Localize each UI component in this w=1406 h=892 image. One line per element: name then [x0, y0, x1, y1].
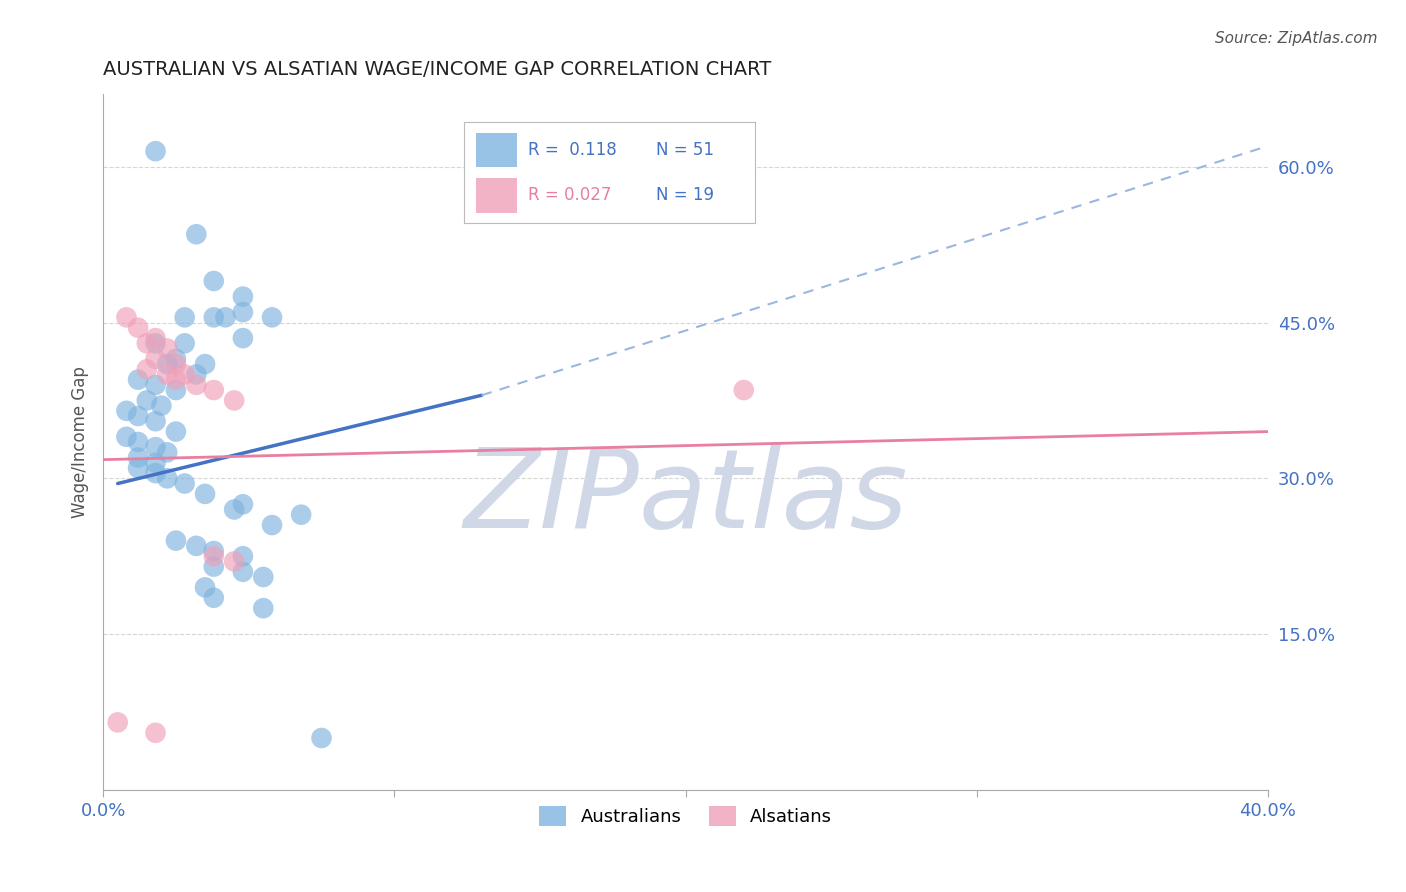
Point [115, 310, 138, 325]
Point [252, 570, 274, 584]
Point [260, 518, 283, 533]
Point [202, 383, 225, 397]
Point [145, 336, 167, 351]
Text: AUSTRALIAN VS ALSATIAN WAGE/INCOME GAP CORRELATION CHART: AUSTRALIAN VS ALSATIAN WAGE/INCOME GAP C… [103, 60, 772, 78]
Point [186, 227, 208, 242]
Point [127, 461, 149, 475]
Point [156, 471, 179, 485]
Point [145, 726, 167, 740]
Point [165, 383, 187, 397]
Point [232, 289, 254, 303]
Point [135, 362, 157, 376]
Y-axis label: Wage/Income Gap: Wage/Income Gap [72, 366, 89, 518]
Point [194, 487, 217, 501]
Point [145, 377, 167, 392]
Point [135, 393, 157, 408]
Point [173, 368, 195, 382]
Point [202, 591, 225, 605]
Point [173, 476, 195, 491]
Point [186, 368, 208, 382]
Point [202, 274, 225, 288]
Point [165, 533, 187, 548]
Point [150, 399, 173, 413]
Point [165, 373, 187, 387]
Point [127, 450, 149, 465]
Legend: Australians, Alsatians: Australians, Alsatians [531, 798, 839, 833]
Point [115, 430, 138, 444]
Point [107, 715, 129, 730]
Point [252, 601, 274, 615]
Point [145, 144, 167, 158]
Point [224, 393, 246, 408]
Point [202, 544, 225, 558]
Point [232, 497, 254, 511]
Point [173, 310, 195, 325]
Point [194, 581, 217, 595]
Point [186, 377, 208, 392]
Text: ZIPatlas: ZIPatlas [463, 444, 908, 551]
Point [165, 425, 187, 439]
Point [165, 351, 187, 366]
Point [145, 414, 167, 428]
Point [135, 336, 157, 351]
Text: Source: ZipAtlas.com: Source: ZipAtlas.com [1215, 31, 1378, 46]
Point [156, 445, 179, 459]
Point [202, 549, 225, 564]
Point [115, 404, 138, 418]
Point [232, 305, 254, 319]
Point [165, 357, 187, 371]
Point [145, 331, 167, 345]
Point [194, 357, 217, 371]
Point [145, 440, 167, 454]
Point [290, 508, 312, 522]
Point [224, 554, 246, 568]
Point [127, 320, 149, 334]
Point [202, 559, 225, 574]
Point [173, 336, 195, 351]
Point [156, 357, 179, 371]
Point [156, 368, 179, 382]
Point [145, 456, 167, 470]
Point [127, 434, 149, 449]
Point [127, 409, 149, 423]
Point [733, 383, 755, 397]
Point [232, 331, 254, 345]
Point [145, 466, 167, 480]
Point [232, 565, 254, 579]
Point [232, 549, 254, 564]
Point [311, 731, 333, 745]
Point [260, 310, 283, 325]
Point [156, 342, 179, 356]
Point [145, 351, 167, 366]
Point [214, 310, 236, 325]
Point [186, 539, 208, 553]
Point [224, 502, 246, 516]
Point [202, 310, 225, 325]
Point [127, 373, 149, 387]
